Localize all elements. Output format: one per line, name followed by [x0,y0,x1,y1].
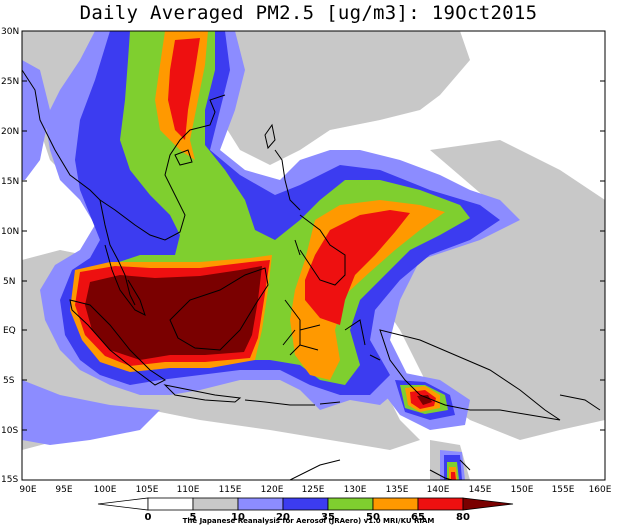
map-frame [21,30,606,481]
field-red-tail [451,472,456,480]
lat-tick: 5N [3,277,15,287]
lon-tick: 140E [427,485,450,495]
lat-tick: EQ [3,326,16,336]
field-red-north [168,38,200,140]
colorbar [97,497,514,511]
lon-tick: 160E [589,485,612,495]
colorbar-label: 65 [411,512,425,523]
lon-tick: 95E [55,485,72,495]
lat-tick: 15N [1,177,19,187]
colorbar-cell [372,497,419,511]
field-lightblue-west [22,60,50,180]
field-lightblue-sw [22,380,160,445]
colorbar-cell [327,497,374,511]
lon-tick-labels: 90E 95E 100E 105E 110E 115E 120E 125E 13… [19,485,611,495]
pm25-field [22,31,605,480]
lon-tick: 135E [386,485,409,495]
lon-tick: 90E [19,485,36,495]
colorbar-label: 10 [231,512,245,523]
field-red-phil [305,210,410,325]
colorbar-label: 20 [276,512,290,523]
colorbar-label: 80 [456,512,470,523]
colorbar-label: 0 [145,512,152,523]
colorbar-label: 5 [190,512,197,523]
lon-tick: 105E [136,485,159,495]
lon-tick: 155E [552,485,575,495]
lon-tick: 125E [302,485,325,495]
lat-tick: 20N [1,127,19,137]
colorbar-cell [462,497,514,511]
field-darkred-core [85,266,262,360]
colorbar-cell [237,497,284,511]
field-darkred-png [417,395,432,405]
lon-tick: 150E [511,485,534,495]
lat-tick-marks [22,80,605,431]
colorbar-cell [282,497,329,511]
lat-tick: 15S [1,475,18,485]
lon-tick: 110E [177,485,200,495]
lat-tick-labels: 30N 25N 20N 15N 10N 5N EQ 5S 10S 15S [1,27,19,485]
colorbar-cell [417,497,464,511]
lon-tick: 100E [94,485,117,495]
colorbar-cell [192,497,239,511]
lon-tick: 120E [261,485,284,495]
coastlines [22,69,601,480]
colorbar-labels: 0 5 10 20 35 50 65 80 [145,512,470,523]
colorbar-label: 35 [321,512,335,523]
lon-tick: 115E [219,485,242,495]
credit-line: The Japanese Reanalysis for Aerosol (JRA… [182,517,435,525]
lon-tick: 130E [344,485,367,495]
colorbar-cell [97,497,149,511]
colorbar-label: 50 [366,512,380,523]
lon-tick: 145E [469,485,492,495]
map-title: Daily Averaged PM2.5 [ug/m3]: 19Oct2015 [79,2,538,24]
lat-tick: 10S [1,426,18,436]
lat-tick: 30N [1,27,19,37]
lat-tick: 10N [1,227,19,237]
colorbar-cell [147,497,194,511]
field-gray-east [380,140,605,440]
lat-tick: 25N [1,77,19,87]
lat-tick: 5S [3,376,15,386]
